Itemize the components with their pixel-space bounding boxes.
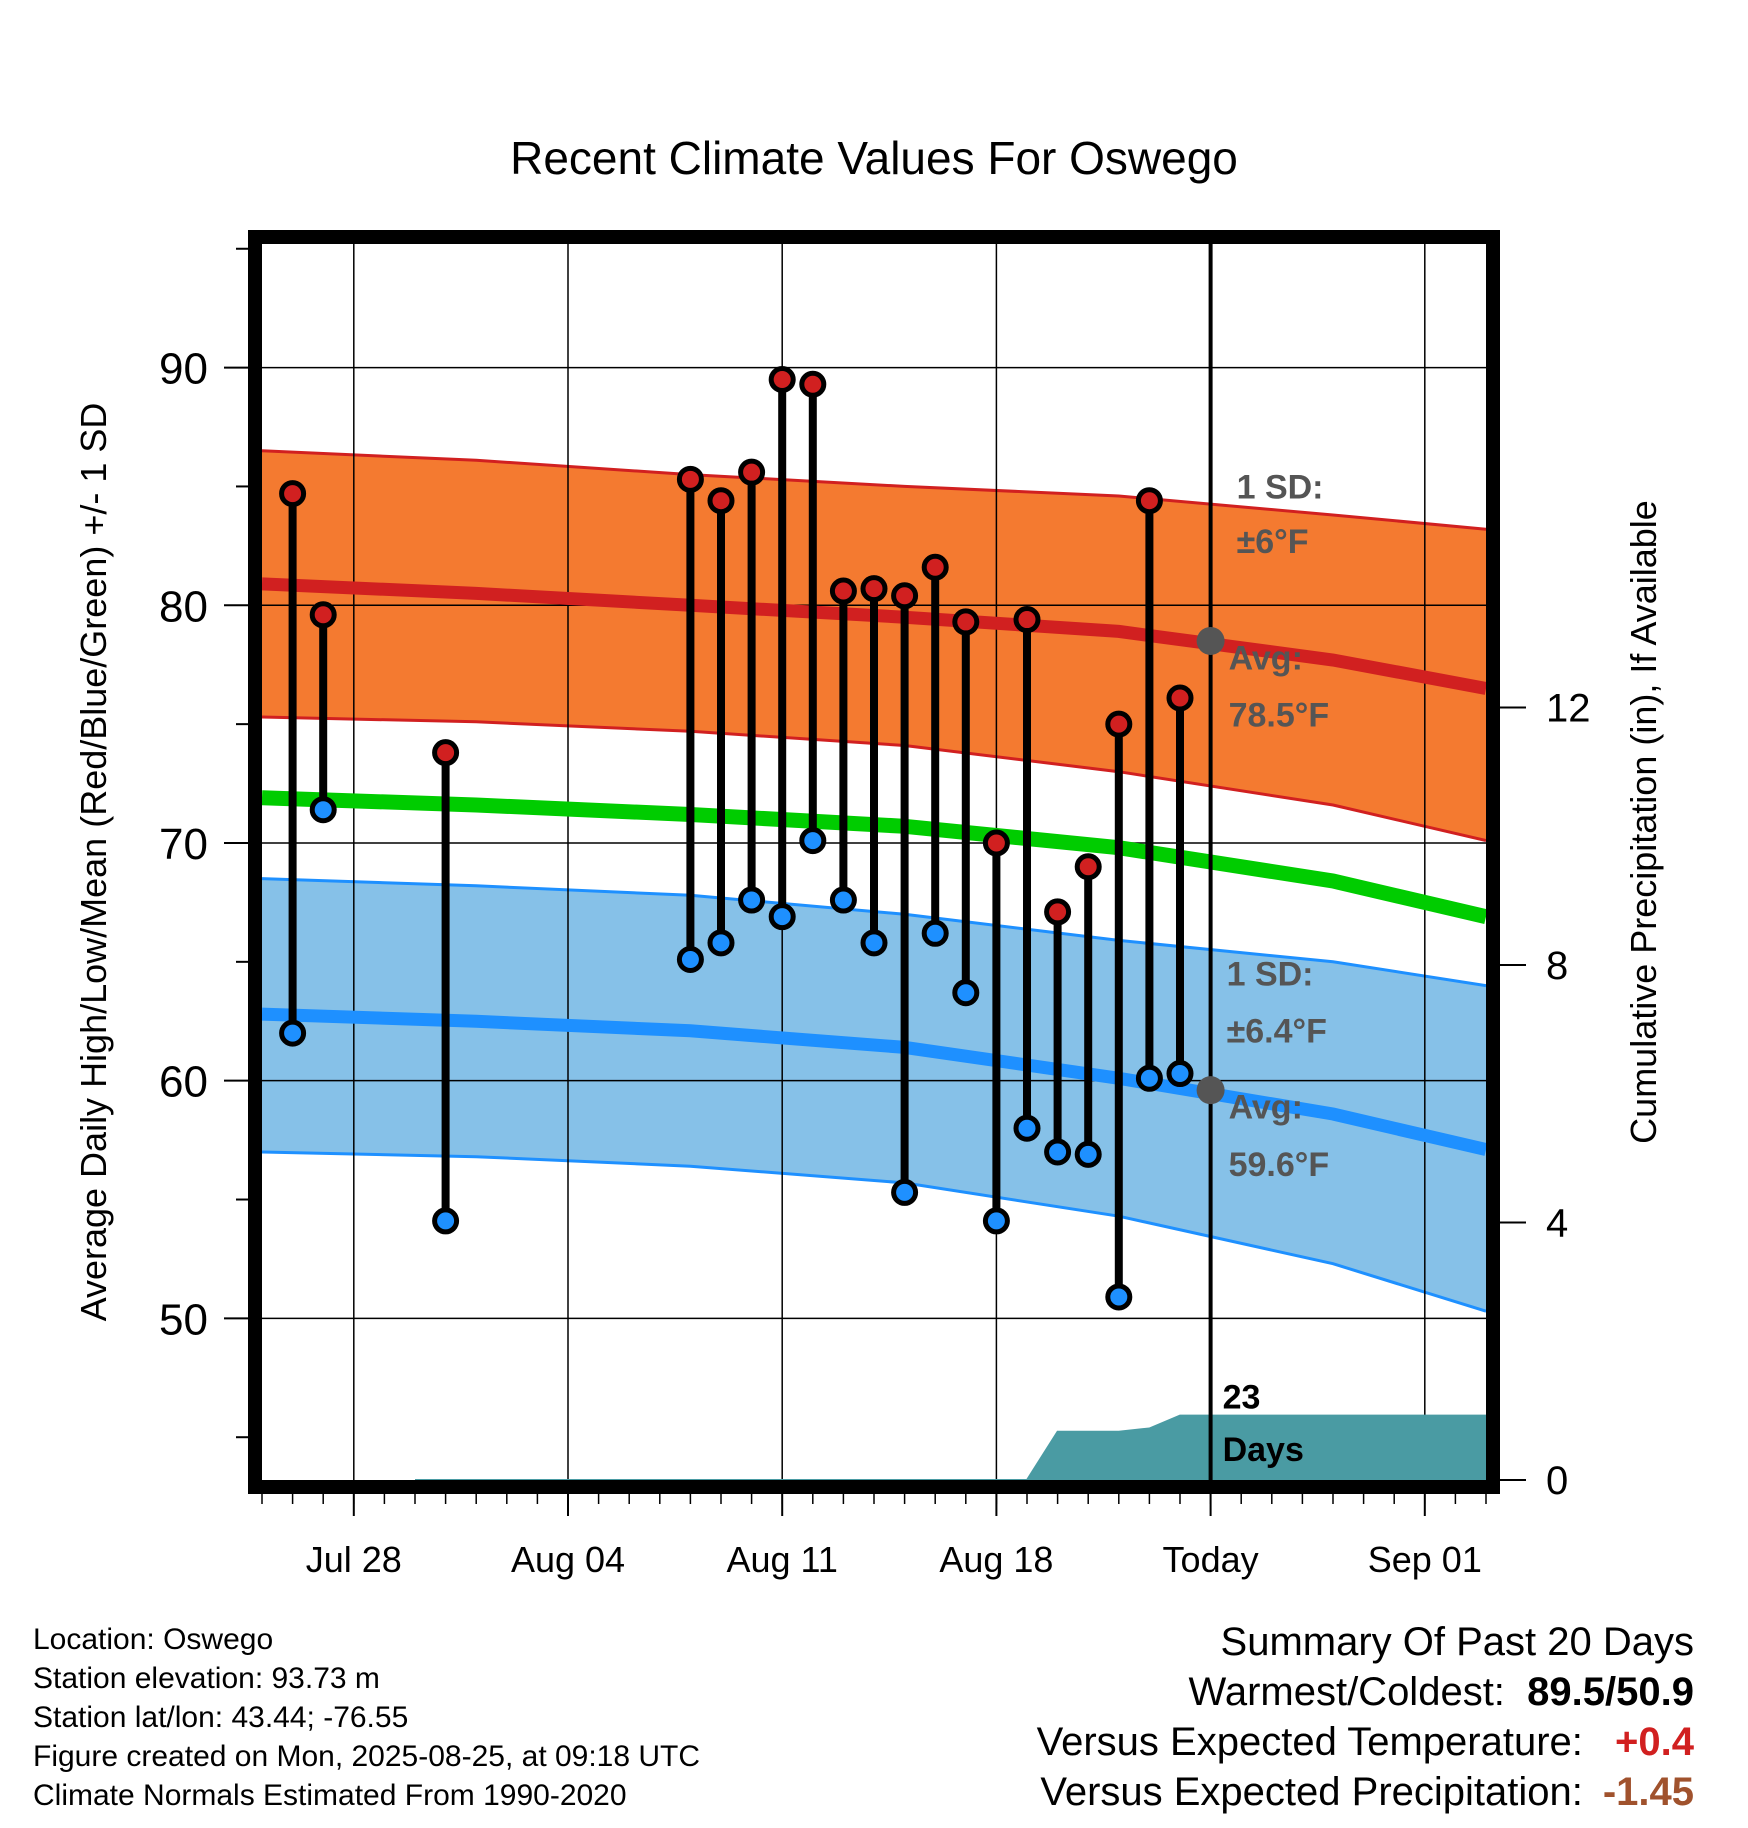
summary-warmest-row: Warmest/Coldest: 89.5/50.9 — [1037, 1667, 1694, 1717]
y2-axis-label: Cumulative Precipitation (in), If Availa… — [1623, 500, 1664, 1144]
temp-label: Versus Expected Temperature: — [1036, 1720, 1583, 1764]
y2-tick-label: 12 — [1546, 687, 1591, 731]
low-point — [921, 919, 949, 947]
high-avg-value: 78.5°F — [1229, 697, 1330, 735]
low-point — [952, 979, 980, 1007]
low-point — [1074, 1140, 1102, 1168]
low-point — [860, 929, 888, 957]
coldest-value: 50.9 — [1616, 1670, 1694, 1714]
y-tick-label: 80 — [159, 582, 208, 631]
low-point — [676, 945, 704, 973]
low-point — [1044, 1138, 1072, 1166]
location-text: Location: Oswego — [33, 1623, 274, 1656]
x-tick-label: Aug 04 — [511, 1539, 625, 1580]
high-point — [1013, 606, 1041, 634]
low-sd-label: 1 SD: — [1227, 956, 1314, 994]
high-point — [707, 487, 735, 515]
low-sd-value: ±6.4°F — [1227, 1013, 1327, 1051]
normals-text: Climate Normals Estimated From 1990-2020 — [33, 1779, 627, 1812]
high-point — [921, 553, 949, 581]
y-tick-label: 90 — [159, 345, 208, 394]
high-point — [1044, 898, 1072, 926]
chart-title: Recent Climate Values For Oswego — [510, 132, 1238, 184]
low-point — [432, 1207, 460, 1235]
high-sd-upper-line — [262, 449, 1486, 531]
high-point — [1105, 710, 1133, 738]
x-tick-label: Today — [1163, 1539, 1259, 1580]
high-avg-label: Avg: — [1229, 639, 1303, 677]
high-point — [279, 480, 307, 508]
low-point — [1013, 1114, 1041, 1142]
high-point — [768, 365, 796, 393]
high-point — [860, 575, 888, 603]
days-count: 23 — [1223, 1379, 1261, 1417]
low-point — [309, 796, 337, 824]
latlon-text: Station lat/lon: 43.44; -76.55 — [33, 1701, 409, 1734]
low-point — [1105, 1283, 1133, 1311]
high-point — [1135, 487, 1163, 515]
y-axis-label: Average Daily High/Low/Mean (Red/Blue/Gr… — [73, 403, 114, 1322]
low-point — [707, 929, 735, 957]
y2-tick-label: 0 — [1546, 1459, 1568, 1503]
x-tick-label: Aug 18 — [939, 1539, 1053, 1580]
low-point — [738, 886, 766, 914]
x-tick-label: Aug 11 — [726, 1539, 837, 1580]
high-point — [1074, 853, 1102, 881]
low-point — [891, 1178, 919, 1206]
climate-chart: Recent Climate Values For Oswego 50 60 70 8… — [73, 132, 1664, 1580]
summary-title: Summary Of Past 20 Days — [1220, 1620, 1694, 1664]
low-point — [768, 903, 796, 931]
high-point — [952, 608, 980, 636]
created-text: Figure created on Mon, 2025-08-25, at 09… — [33, 1740, 701, 1773]
slash: / — [1605, 1670, 1617, 1714]
warmest-value: 89.5 — [1527, 1670, 1606, 1714]
high-point — [829, 577, 857, 605]
high-point — [891, 582, 919, 610]
high-point — [738, 458, 766, 486]
precip-label: Versus Expected Precipitation: — [1040, 1770, 1583, 1814]
x-tick-label: Jul 28 — [306, 1539, 402, 1580]
summary-panel: Summary Of Past 20 Days Warmest/Coldest:… — [1037, 1617, 1694, 1817]
y-tick-label: 70 — [159, 820, 208, 869]
precip-area — [415, 1414, 1486, 1480]
high-sd-label: 1 SD: — [1237, 468, 1324, 506]
y-tick-label: 60 — [159, 1058, 208, 1107]
high-sd-value: ±6°F — [1237, 523, 1309, 561]
warmest-label: Warmest/Coldest: — [1188, 1670, 1505, 1714]
low-point — [829, 886, 857, 914]
high-point — [799, 370, 827, 398]
station-info: Location: Oswego Station elevation: 93.7… — [33, 1620, 700, 1815]
low-avg-value: 59.6°F — [1229, 1146, 1330, 1184]
temp-value: +0.4 — [1615, 1720, 1694, 1764]
high-point — [982, 829, 1010, 857]
y2-tick-label: 8 — [1546, 944, 1568, 988]
y2-tick-label: 4 — [1546, 1202, 1568, 1246]
precip-value: -1.45 — [1602, 1770, 1694, 1814]
summary-precip-row: Versus Expected Precipitation: -1.45 — [1037, 1767, 1694, 1817]
low-point — [799, 827, 827, 855]
high-point — [676, 465, 704, 493]
low-point — [982, 1207, 1010, 1235]
y-tick-label: 50 — [159, 1295, 208, 1344]
low-point — [1135, 1064, 1163, 1092]
summary-temp-row: Versus Expected Temperature: +0.4 — [1037, 1717, 1694, 1767]
x-tick-label: Sep 01 — [1368, 1539, 1482, 1580]
today-low-avg-marker — [1196, 1076, 1225, 1105]
low-point — [279, 1019, 307, 1047]
high-point — [1166, 684, 1194, 712]
high-point — [432, 739, 460, 767]
elevation-text: Station elevation: 93.73 m — [33, 1662, 380, 1695]
low-avg-label: Avg: — [1229, 1089, 1303, 1127]
today-high-avg-marker — [1196, 626, 1225, 655]
low-point — [1166, 1060, 1194, 1088]
days-label: Days — [1223, 1431, 1304, 1469]
high-point — [309, 601, 337, 629]
